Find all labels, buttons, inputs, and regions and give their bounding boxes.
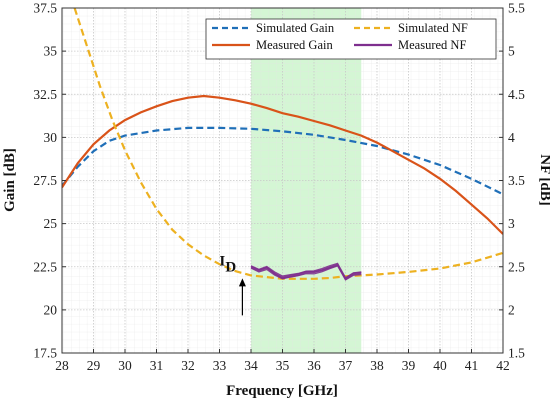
y2-tick-label: 3.5 [508,173,525,188]
y-tick-label: 32.5 [33,87,57,102]
y-tick-label: 20 [44,302,58,317]
x-tick-label: 30 [118,358,132,373]
y2-tick-label: 5.5 [508,1,525,16]
x-tick-label: 36 [307,358,321,373]
y-tick-label: 25 [44,216,58,231]
id-arrow-head [238,278,246,287]
legend-label-measured-nf: Measured NF [398,38,466,52]
simulated-nf-line [73,8,503,280]
y2-tick-label: 1.5 [508,346,525,361]
y-tick-label: 35 [44,44,58,59]
y-tick-label: 30 [44,130,58,145]
y-tick-label: 17.5 [33,346,57,361]
y-tick-label: 27.5 [33,173,57,188]
x-tick-label: 34 [244,358,258,373]
x-tick-label: 37 [339,358,353,373]
x-tick-label: 29 [87,358,101,373]
y2-tick-label: 2.5 [508,259,525,274]
x-tick-label: 38 [370,358,384,373]
legend-label-simulated-gain: Simulated Gain [256,21,335,35]
x-tick-label: 28 [55,358,69,373]
legend-box [205,18,497,60]
x-axis-title: Frequency [GHz] [226,383,338,399]
measured-nf-trace [250,262,362,279]
y2-tick-label: 5 [508,44,515,59]
y-axis-title: Gain [dB] [2,148,18,212]
y-tick-label: 22.5 [33,259,57,274]
x-tick-label: 41 [465,358,479,373]
simulated-gain-line [62,126,503,196]
x-tick-label: 35 [276,358,290,373]
x-tick-label: 42 [496,358,510,373]
y2-axis-title: NF [dB] [537,154,550,206]
y2-tick-label: 3 [508,216,515,231]
y2-tick-label: 2 [508,302,515,317]
id-annotation-subscript: D [225,259,236,275]
x-tick-label: 40 [433,358,447,373]
legend-label-measured-gain: Measured Gain [256,38,333,52]
legend-label-simulated-nf: Simulated NF [398,21,468,35]
x-tick-label: 31 [150,358,164,373]
id-annotation-label: I [219,253,225,269]
x-tick-label: 39 [402,358,416,373]
x-tick-label: 33 [213,358,227,373]
y2-tick-label: 4.5 [508,87,525,102]
x-tick-label: 32 [181,358,195,373]
measured-gain-line [62,94,503,235]
y2-tick-label: 4 [508,130,515,145]
y-tick-label: 37.5 [33,1,57,16]
